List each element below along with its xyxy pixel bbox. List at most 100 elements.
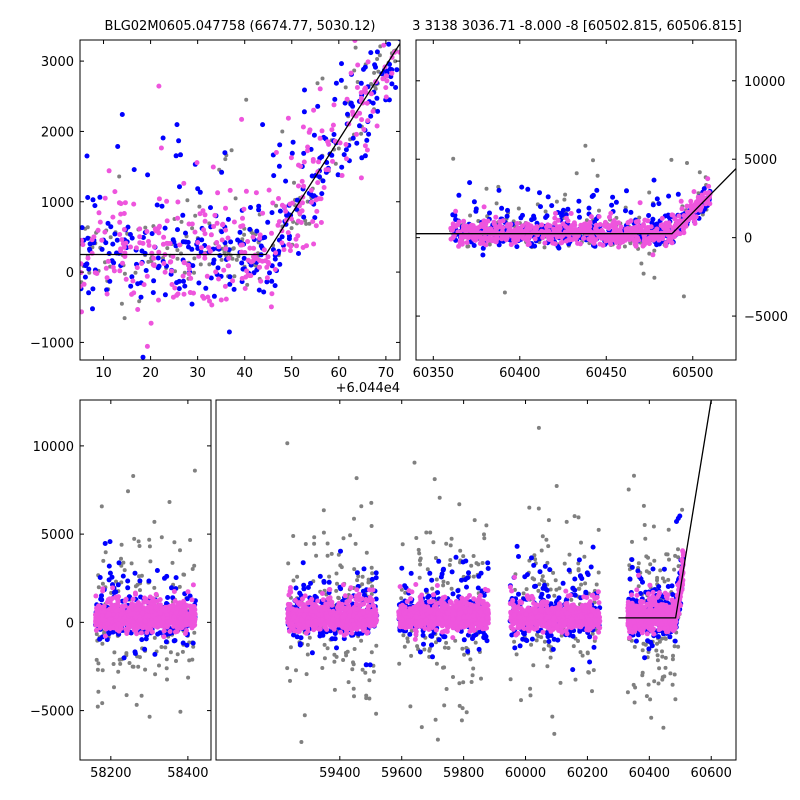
- blue-point: [125, 578, 131, 584]
- magenta-point: [317, 86, 323, 92]
- gray-point: [649, 715, 654, 720]
- gray-point: [112, 650, 117, 655]
- gray-point: [458, 548, 463, 553]
- gray-point: [352, 516, 356, 521]
- y-tick-label: 10000: [33, 440, 74, 455]
- blue-point: [294, 197, 300, 203]
- blue-point: [298, 635, 304, 641]
- magenta-point: [365, 118, 371, 124]
- blue-point: [256, 203, 262, 209]
- x-tick-label: 10: [95, 366, 112, 381]
- magenta-point: [481, 204, 487, 210]
- magenta-point: [642, 236, 648, 242]
- gray-point: [193, 213, 198, 218]
- gray-point: [666, 527, 671, 532]
- magenta-point: [569, 223, 575, 229]
- blue-point: [115, 144, 121, 149]
- blue-point: [465, 649, 471, 654]
- magenta-point: [492, 238, 498, 244]
- gray-point: [554, 587, 559, 592]
- magenta-point: [110, 585, 116, 591]
- gray-point: [434, 640, 438, 645]
- gray-point: [409, 653, 414, 658]
- magenta-point: [706, 183, 712, 189]
- blue-point: [350, 135, 356, 141]
- x-tick-label: 20: [142, 366, 159, 381]
- magenta-point: [671, 233, 677, 239]
- magenta-point: [133, 591, 138, 597]
- blue-point: [651, 177, 657, 183]
- magenta-point: [124, 629, 130, 634]
- blue-point: [279, 234, 285, 240]
- magenta-point: [256, 264, 262, 270]
- magenta-point: [362, 143, 368, 149]
- blue-point: [545, 194, 551, 200]
- blue-point: [529, 555, 534, 561]
- blue-point: [105, 220, 111, 226]
- magenta-point: [135, 307, 141, 312]
- blue-point: [421, 641, 426, 647]
- magenta-point: [577, 241, 583, 247]
- blue-point: [82, 274, 88, 280]
- magenta-point: [593, 237, 599, 243]
- magenta-point: [151, 244, 157, 250]
- magenta-point: [144, 343, 150, 349]
- magenta-point: [119, 618, 125, 624]
- magenta-point: [579, 223, 585, 229]
- magenta-point: [184, 628, 189, 633]
- magenta-point: [104, 291, 110, 297]
- gray-point: [529, 642, 534, 647]
- blue-point: [312, 593, 318, 599]
- blue-point: [591, 644, 597, 650]
- gray-point: [460, 646, 465, 651]
- gray-point: [632, 700, 637, 705]
- gray-point: [670, 682, 675, 687]
- gray-point: [637, 215, 642, 220]
- gray-point: [464, 710, 469, 715]
- gray-point: [643, 536, 648, 541]
- blue-point: [459, 577, 464, 583]
- magenta-point: [173, 629, 178, 635]
- gray-point: [207, 221, 212, 226]
- magenta-point: [318, 196, 324, 202]
- gray-point: [291, 578, 296, 583]
- magenta-point: [102, 229, 108, 235]
- magenta-point: [227, 187, 233, 193]
- blue-point: [115, 582, 121, 588]
- blue-point: [211, 293, 217, 299]
- gray-point: [596, 527, 601, 532]
- blue-point: [550, 646, 556, 652]
- blue-point: [317, 174, 322, 180]
- magenta-point: [168, 259, 174, 265]
- blue-point: [301, 582, 307, 588]
- blue-point: [654, 221, 660, 227]
- gray-point: [666, 577, 671, 582]
- blue-point: [190, 640, 196, 646]
- gray-point: [118, 661, 123, 666]
- magenta-point: [105, 258, 111, 264]
- gray-point: [449, 586, 454, 591]
- magenta-point: [110, 612, 116, 617]
- blue-point: [90, 306, 95, 312]
- magenta-point: [276, 196, 281, 201]
- gray-point: [100, 701, 105, 706]
- blue-point: [247, 226, 253, 232]
- magenta-point: [264, 264, 270, 270]
- magenta-point: [298, 220, 304, 225]
- left-title: BLG02M0605.047758 (6674.77, 5030.12): [105, 19, 376, 34]
- magenta-point: [85, 255, 91, 261]
- gray-point: [117, 174, 122, 179]
- blue-point: [675, 191, 681, 197]
- magenta-point: [330, 158, 335, 164]
- magenta-point: [187, 290, 193, 295]
- gray-point: [122, 271, 127, 276]
- magenta-point: [257, 235, 263, 241]
- gray-point: [435, 737, 440, 742]
- blue-point: [389, 67, 395, 73]
- magenta-point: [223, 296, 229, 302]
- magenta-point: [555, 217, 561, 223]
- gray-point: [139, 693, 144, 698]
- blue-point: [120, 573, 126, 579]
- blue-point: [450, 591, 456, 597]
